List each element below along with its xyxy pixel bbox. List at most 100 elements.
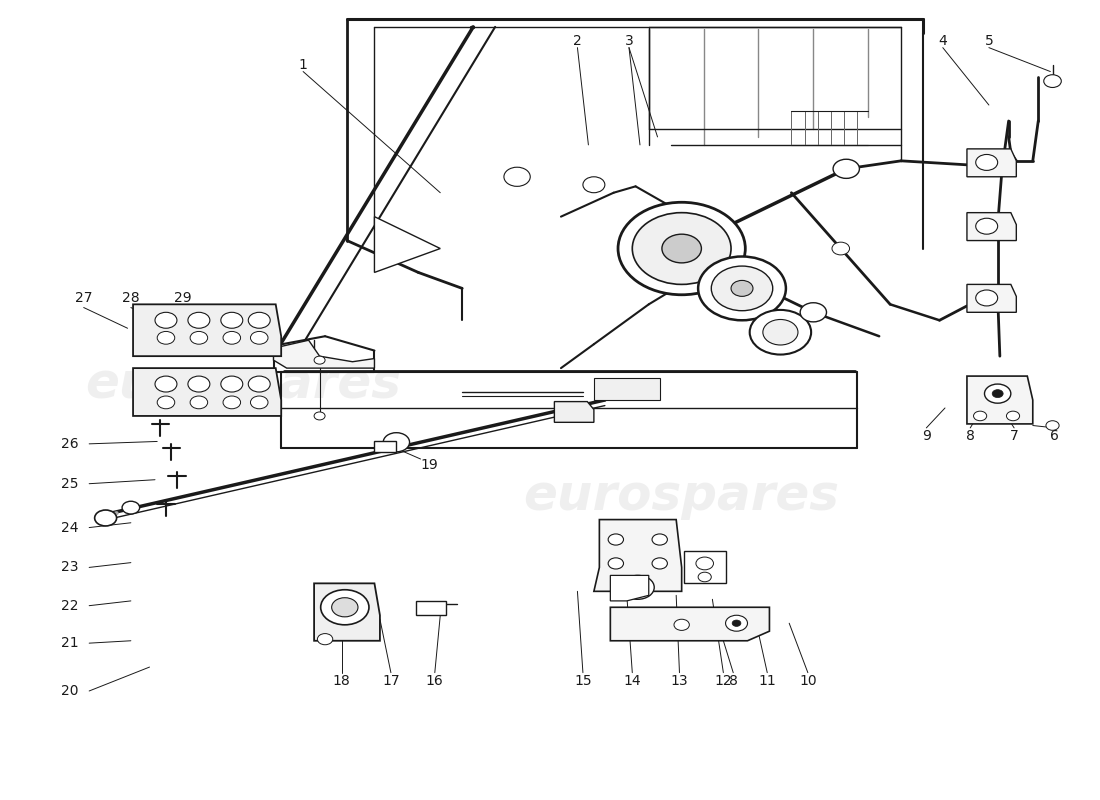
Text: 21: 21 <box>60 636 78 650</box>
Circle shape <box>662 234 702 263</box>
Text: 8: 8 <box>966 429 975 443</box>
Text: 7: 7 <box>1010 429 1019 443</box>
Polygon shape <box>967 285 1016 312</box>
Text: 25: 25 <box>60 477 78 490</box>
Circle shape <box>583 177 605 193</box>
Circle shape <box>992 390 1003 398</box>
Circle shape <box>315 412 326 420</box>
Text: eurospares: eurospares <box>85 360 400 408</box>
Circle shape <box>712 266 772 310</box>
Circle shape <box>984 384 1011 403</box>
Polygon shape <box>554 402 594 422</box>
Text: 11: 11 <box>758 674 777 688</box>
Polygon shape <box>374 217 440 273</box>
Circle shape <box>632 213 732 285</box>
Circle shape <box>221 312 243 328</box>
Circle shape <box>832 242 849 255</box>
Polygon shape <box>967 149 1016 177</box>
Text: 12: 12 <box>715 674 733 688</box>
Circle shape <box>1006 411 1020 421</box>
Polygon shape <box>374 442 396 452</box>
Circle shape <box>223 396 241 409</box>
Circle shape <box>630 582 646 593</box>
Circle shape <box>251 331 268 344</box>
Circle shape <box>732 281 754 296</box>
Circle shape <box>1044 74 1061 87</box>
Circle shape <box>608 558 624 569</box>
Circle shape <box>190 331 208 344</box>
Circle shape <box>733 620 741 626</box>
Circle shape <box>221 376 243 392</box>
Circle shape <box>976 218 998 234</box>
Text: 10: 10 <box>799 674 816 688</box>
Text: 19: 19 <box>420 458 438 472</box>
Polygon shape <box>315 583 379 641</box>
Text: 17: 17 <box>382 674 399 688</box>
Circle shape <box>318 634 332 645</box>
Polygon shape <box>967 376 1033 424</box>
Circle shape <box>621 575 654 599</box>
Circle shape <box>504 167 530 186</box>
Circle shape <box>726 615 748 631</box>
Circle shape <box>188 376 210 392</box>
Polygon shape <box>684 551 726 583</box>
Text: 14: 14 <box>624 674 641 688</box>
Polygon shape <box>274 340 374 368</box>
Circle shape <box>674 619 690 630</box>
Text: eurospares: eurospares <box>524 472 839 520</box>
Circle shape <box>1046 421 1059 430</box>
Circle shape <box>249 312 271 328</box>
Text: 28: 28 <box>122 291 140 305</box>
Circle shape <box>188 312 210 328</box>
Circle shape <box>315 356 326 364</box>
Circle shape <box>321 590 368 625</box>
Circle shape <box>223 331 241 344</box>
Polygon shape <box>416 601 446 615</box>
Circle shape <box>190 396 208 409</box>
Text: 13: 13 <box>671 674 689 688</box>
Circle shape <box>155 376 177 392</box>
Polygon shape <box>610 607 769 641</box>
Polygon shape <box>967 213 1016 241</box>
Circle shape <box>833 159 859 178</box>
Circle shape <box>976 290 998 306</box>
Circle shape <box>698 572 712 582</box>
Text: 18: 18 <box>332 674 351 688</box>
Text: 1: 1 <box>299 58 308 72</box>
Circle shape <box>763 319 798 345</box>
Text: 8: 8 <box>729 674 738 688</box>
Text: 29: 29 <box>174 291 191 305</box>
Text: 23: 23 <box>60 561 78 574</box>
Text: 3: 3 <box>625 34 634 48</box>
Text: 24: 24 <box>60 521 78 534</box>
Circle shape <box>155 312 177 328</box>
Circle shape <box>249 376 271 392</box>
Circle shape <box>976 154 998 170</box>
Text: 5: 5 <box>984 34 993 48</box>
Circle shape <box>157 396 175 409</box>
Polygon shape <box>133 368 282 416</box>
Circle shape <box>652 534 668 545</box>
Circle shape <box>750 310 811 354</box>
Text: 15: 15 <box>574 674 592 688</box>
Text: 26: 26 <box>60 437 78 451</box>
Polygon shape <box>133 304 282 356</box>
Circle shape <box>251 396 268 409</box>
Circle shape <box>800 302 826 322</box>
Bar <box>594 378 660 400</box>
Text: 9: 9 <box>922 429 931 443</box>
Circle shape <box>608 534 624 545</box>
Circle shape <box>157 331 175 344</box>
Circle shape <box>383 433 409 452</box>
Text: 22: 22 <box>60 598 78 613</box>
Circle shape <box>122 502 140 514</box>
Circle shape <box>618 202 746 294</box>
Text: 2: 2 <box>573 34 582 48</box>
Circle shape <box>974 411 987 421</box>
Circle shape <box>95 510 117 526</box>
Circle shape <box>332 598 358 617</box>
Circle shape <box>652 558 668 569</box>
Circle shape <box>696 557 714 570</box>
Text: 20: 20 <box>60 684 78 698</box>
Text: 27: 27 <box>75 291 92 305</box>
